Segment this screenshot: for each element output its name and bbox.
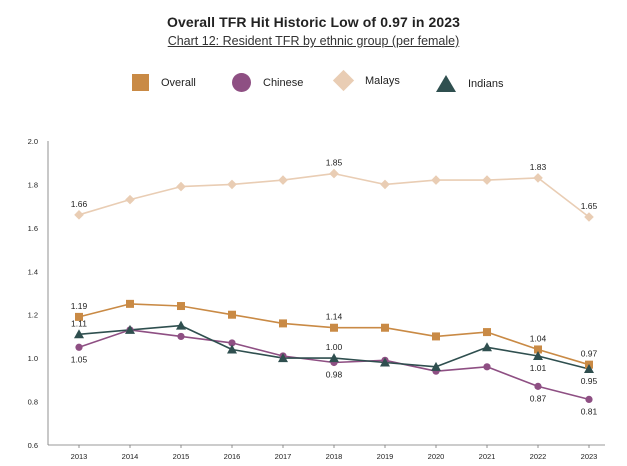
data-point-indians xyxy=(74,329,84,339)
data-point-overall xyxy=(279,319,287,328)
data-point-overall xyxy=(228,310,236,319)
data-label-malays: 1.83 xyxy=(530,162,547,172)
y-tick-label: 1.0 xyxy=(28,354,38,363)
data-label-indians: 1.11 xyxy=(71,318,87,328)
x-tick-label: 2014 xyxy=(122,452,139,461)
data-point-overall xyxy=(381,323,389,332)
data-point-indians xyxy=(329,353,339,363)
data-point-overall xyxy=(126,299,134,308)
data-label-overall: 0.97 xyxy=(581,349,598,359)
y-tick-label: 1.4 xyxy=(28,267,38,276)
data-label-chinese: 0.87 xyxy=(530,393,547,403)
data-point-malays xyxy=(533,173,543,183)
x-tick-label: 2016 xyxy=(224,452,241,461)
y-tick-label: 2.0 xyxy=(28,137,38,146)
data-point-overall xyxy=(432,332,440,341)
data-point-malays xyxy=(176,181,186,192)
data-point-overall xyxy=(483,328,491,337)
legend-label-malays: Malays xyxy=(365,74,400,87)
data-label-indians: 1.00 xyxy=(326,342,343,352)
data-point-overall xyxy=(330,323,338,332)
legend-item-chinese: Chinese xyxy=(232,73,303,92)
legend-item-indians: Indians xyxy=(436,75,503,92)
data-point-chinese xyxy=(585,395,593,403)
x-tick-label: 2019 xyxy=(377,452,394,461)
x-tick-label: 2015 xyxy=(173,452,190,461)
data-point-indians xyxy=(227,344,237,354)
y-tick-label: 0.8 xyxy=(28,398,38,407)
legend-label-overall: Overall xyxy=(161,76,196,89)
data-point-overall xyxy=(534,345,542,354)
data-point-chinese xyxy=(177,332,185,341)
data-point-malays xyxy=(329,168,339,179)
data-point-indians xyxy=(482,342,492,352)
data-point-malays xyxy=(227,179,237,190)
x-tick-label: 2017 xyxy=(275,452,292,461)
data-label-malays: 1.65 xyxy=(581,201,598,211)
y-tick-label: 1.8 xyxy=(28,180,38,189)
data-point-indians xyxy=(176,320,186,330)
data-point-indians xyxy=(431,361,441,371)
chart-subtitle: Chart 12: Resident TFR by ethnic group (… xyxy=(167,34,460,48)
data-label-chinese: 1.05 xyxy=(71,354,88,364)
legend-swatch-overall xyxy=(132,74,149,91)
data-point-indians xyxy=(278,353,288,363)
data-label-chinese: 0.98 xyxy=(326,369,343,379)
data-label-indians: 1.01 xyxy=(530,363,547,373)
data-point-indians xyxy=(584,364,594,373)
data-point-chinese xyxy=(534,382,542,390)
data-label-overall: 1.04 xyxy=(530,333,547,343)
legend-swatch-indians xyxy=(436,75,456,92)
y-tick-label: 1.6 xyxy=(28,224,38,233)
x-tick-label: 2023 xyxy=(581,452,598,461)
x-tick-label: 2013 xyxy=(71,452,88,461)
data-label-overall: 1.19 xyxy=(71,301,88,311)
data-label-malays: 1.66 xyxy=(71,199,88,209)
data-point-indians xyxy=(380,357,390,367)
x-tick-label: 2018 xyxy=(326,452,343,461)
data-point-indians xyxy=(125,324,135,334)
x-tick-label: 2022 xyxy=(530,452,547,461)
data-point-malays xyxy=(74,210,84,220)
x-tick-label: 2021 xyxy=(479,452,496,461)
y-tick-label: 0.6 xyxy=(28,441,38,450)
data-point-malays xyxy=(482,175,492,185)
legend-label-indians: Indians xyxy=(468,77,504,90)
data-point-malays xyxy=(584,212,594,222)
legend-swatch-chinese xyxy=(232,73,251,92)
data-point-overall xyxy=(75,312,83,321)
data-point-overall xyxy=(177,302,185,311)
data-label-overall: 1.14 xyxy=(326,312,343,322)
data-point-malays xyxy=(125,194,135,205)
data-label-indians: 0.95 xyxy=(581,376,598,386)
data-point-chinese xyxy=(75,343,83,351)
chart-legend: Overall Chinese Malays Indians xyxy=(0,69,627,96)
data-point-malays xyxy=(431,175,441,185)
data-label-malays: 1.85 xyxy=(326,158,343,168)
legend-label-chinese: Chinese xyxy=(263,76,304,89)
data-point-malays xyxy=(380,179,390,190)
data-point-indians xyxy=(533,350,543,360)
data-point-chinese xyxy=(483,363,491,371)
y-tick-label: 1.2 xyxy=(28,311,38,320)
data-point-chinese xyxy=(228,339,236,347)
x-tick-label: 2020 xyxy=(428,452,445,461)
legend-item-malays: Malays xyxy=(332,69,400,92)
chart-title: Overall TFR Hit Historic Low of 0.97 in … xyxy=(166,14,461,30)
data-label-chinese: 0.81 xyxy=(581,406,598,416)
legend-item-overall: Overall xyxy=(132,74,196,91)
data-point-malays xyxy=(278,175,288,185)
series-line-malays xyxy=(78,172,590,218)
